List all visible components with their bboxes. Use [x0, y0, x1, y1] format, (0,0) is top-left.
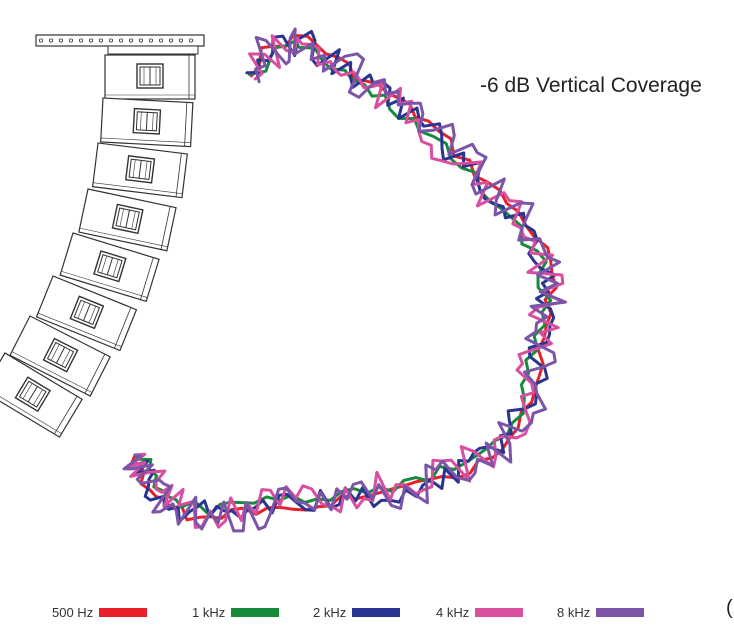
coverage-curves — [122, 27, 567, 533]
legend-label: 1 kHz — [192, 605, 226, 620]
speaker-cabinet — [100, 97, 194, 148]
legend: 500 Hz 1 kHz 2 kHz 4 kHz 8 kHz — [0, 605, 734, 625]
speaker-cabinet — [9, 315, 111, 397]
line-array-speaker-icon — [0, 34, 205, 438]
speaker-cabinet — [91, 142, 188, 199]
coverage-line-8khz — [122, 27, 567, 533]
legend-label: 2 kHz — [313, 605, 347, 620]
diagram-title: -6 dB Vertical Coverage — [480, 74, 702, 97]
speaker-cabinet — [59, 232, 160, 303]
legend-label: 4 kHz — [436, 605, 470, 620]
coverage-line-4khz — [126, 34, 565, 529]
speaker-cabinet — [104, 54, 196, 100]
legend-swatch — [352, 608, 401, 617]
speaker-cabinet — [35, 275, 138, 352]
legend-item-2khz: 2 kHz — [313, 605, 401, 620]
coverage-line-1khz — [133, 39, 553, 517]
legend-item-4khz: 4 kHz — [436, 605, 524, 620]
legend-swatch — [596, 608, 645, 617]
legend-swatch — [231, 608, 280, 617]
legend-swatch — [99, 608, 148, 617]
legend-item-500hz: 500 Hz — [52, 605, 148, 620]
legend-label: 500 Hz — [52, 605, 94, 620]
speaker-cabinet — [0, 352, 83, 438]
legend-item-8khz: 8 kHz — [557, 605, 645, 620]
speaker-cabinet — [78, 188, 177, 252]
legend-item-1khz: 1 kHz — [192, 605, 280, 620]
legend-label: 8 kHz — [557, 605, 591, 620]
legend-swatch — [475, 608, 524, 617]
corner-glyph: ( — [726, 597, 733, 619]
